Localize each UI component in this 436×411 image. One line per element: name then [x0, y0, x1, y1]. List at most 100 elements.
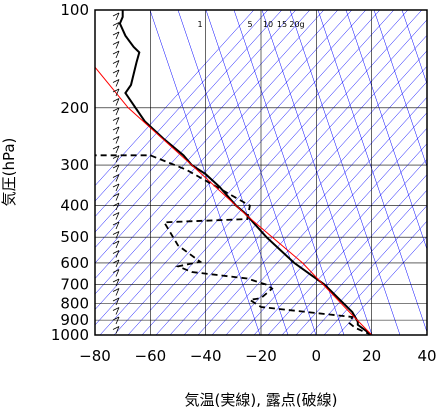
plot-frame [94, 9, 428, 336]
wind-barb [112, 155, 120, 159]
wind-barb-flag [115, 316, 120, 325]
y-tick-label: 100 [60, 1, 89, 19]
wind-barb-flag [115, 240, 120, 249]
dry-adiabat-line [95, 10, 339, 279]
wind-barb [112, 288, 120, 292]
x-tick-label: −40 [190, 347, 222, 365]
y-tick-label: 600 [60, 254, 89, 272]
wind-barb-flag [115, 126, 120, 135]
wind-barb-flag [115, 145, 120, 154]
dry-adiabat-lines [95, 10, 427, 335]
dry-adiabat-line [95, 10, 297, 233]
wind-barb [112, 297, 120, 302]
wind-barb [112, 117, 120, 121]
mixing-ratio-line [149, 10, 261, 335]
wind-barb-flag [115, 50, 120, 59]
x-tick-label: 40 [417, 347, 436, 365]
wind-barb-flag [115, 41, 120, 49]
wind-barb [112, 183, 120, 188]
dry-adiabat-line [281, 174, 427, 335]
wind-barb [112, 278, 120, 283]
wind-barb-flag [115, 231, 120, 239]
y-tick-label: 800 [60, 295, 89, 313]
dry-adiabat-line [95, 10, 283, 218]
wind-barb [112, 126, 120, 131]
wind-barb [112, 107, 120, 112]
dry-adiabat-line [239, 127, 427, 335]
wind-barb-flag [115, 202, 120, 211]
x-axis-label: 気温(実線), 露点(破線) [185, 391, 338, 409]
pressure-grid-lines [95, 10, 427, 335]
wind-barb [112, 193, 120, 197]
parcel-line [95, 66, 373, 335]
dry-adiabat-line [225, 112, 427, 335]
wind-barb-flag [115, 259, 120, 268]
y-tick-label: 900 [60, 311, 89, 329]
mixing-ratio-labels: 1 5 10 15 20g [197, 20, 304, 29]
wind-barb-flag [115, 174, 120, 182]
dewpoint-line [95, 154, 373, 335]
x-tick-label: −80 [79, 347, 111, 365]
wind-barb-flag [115, 107, 120, 116]
wind-barb [112, 88, 120, 93]
x-tick-label: 0 [312, 347, 322, 365]
wind-barb-flag [115, 288, 120, 296]
wind-barb-flag [115, 31, 120, 40]
wind-barb-flag [115, 307, 120, 315]
mixing-ratio-line [177, 10, 289, 335]
wind-barb [112, 22, 120, 26]
wind-barb-flag [115, 60, 120, 68]
wind-barb [112, 326, 120, 330]
wind-barb-flag [115, 269, 120, 277]
wind-barb [112, 98, 120, 102]
mixing-ratio-line [317, 10, 427, 333]
dry-adiabat-line [197, 81, 427, 335]
dry-adiabat-line [95, 10, 353, 295]
wind-barb-flag [115, 136, 120, 144]
wind-barb-flag [115, 193, 120, 201]
wind-barb-flag [115, 98, 120, 106]
mixing-ratio-label: 20g [289, 20, 304, 29]
mixing-ratio-lines [149, 10, 427, 335]
dry-adiabat-line [309, 205, 427, 335]
dry-adiabat-line [267, 158, 427, 335]
wind-barb [112, 79, 120, 83]
wind-barb-flag [115, 117, 120, 125]
wind-barb [112, 145, 120, 150]
mixing-ratio-line [373, 10, 427, 168]
wind-barb [112, 136, 120, 140]
wind-barb [112, 174, 120, 178]
wind-barb [112, 50, 120, 55]
dry-adiabat-line [95, 10, 325, 264]
mixing-ratio-line [261, 10, 373, 335]
dry-adiabat-line [99, 10, 395, 335]
mixing-ratio-label: 1 [197, 20, 202, 29]
y-tick-label: 700 [60, 276, 89, 294]
x-tick-label: 20 [362, 347, 381, 365]
wind-barbs [112, 12, 120, 334]
y-axis-label: 気圧(hPa) [0, 138, 18, 207]
wind-barb-flag [115, 183, 120, 192]
dry-adiabat-line [95, 10, 381, 326]
dry-adiabat-line [95, 10, 367, 310]
wind-barb [112, 269, 120, 273]
mixing-ratio-label: 5 [247, 20, 252, 29]
dry-adiabat-line [113, 10, 409, 335]
dry-adiabat-line [337, 236, 427, 335]
wind-barb [112, 31, 120, 36]
wind-barb-flag [115, 278, 120, 287]
x-tick-label: −20 [245, 347, 277, 365]
wind-barb [112, 60, 120, 64]
mixing-ratio-line [289, 10, 401, 335]
wind-barb-flag [115, 326, 120, 334]
wind-barb [112, 12, 120, 17]
wind-barb [112, 250, 120, 254]
wind-barb-flag [115, 250, 120, 258]
y-tick-label: 300 [60, 156, 89, 174]
wind-barb-flag [115, 212, 120, 220]
wind-barb-flag [115, 69, 120, 78]
dry-adiabat-line [95, 10, 255, 187]
mixing-ratio-label: 15 [277, 20, 287, 29]
